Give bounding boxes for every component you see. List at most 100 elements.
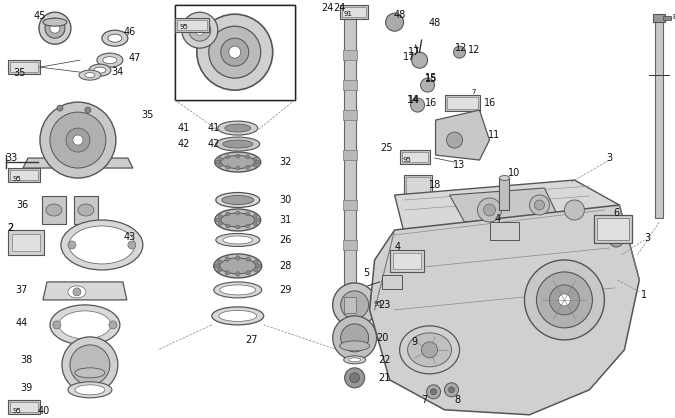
- Text: 28: 28: [279, 261, 292, 271]
- Bar: [489, 222, 520, 240]
- Ellipse shape: [94, 67, 106, 73]
- Text: 42: 42: [178, 139, 190, 149]
- Bar: [447, 97, 477, 109]
- Bar: [175, 18, 209, 32]
- Bar: [370, 295, 400, 309]
- Circle shape: [236, 166, 240, 170]
- Text: 25: 25: [380, 143, 393, 153]
- Circle shape: [85, 107, 91, 113]
- Circle shape: [236, 154, 240, 158]
- Ellipse shape: [85, 73, 95, 78]
- Circle shape: [341, 291, 369, 319]
- Ellipse shape: [108, 34, 122, 42]
- Circle shape: [350, 373, 360, 383]
- Circle shape: [524, 260, 604, 340]
- Bar: [177, 20, 207, 30]
- Bar: [343, 200, 356, 210]
- Ellipse shape: [214, 282, 262, 298]
- Circle shape: [225, 224, 230, 228]
- Text: 16: 16: [483, 98, 495, 108]
- Ellipse shape: [50, 305, 120, 345]
- Bar: [400, 150, 429, 164]
- Circle shape: [421, 78, 435, 92]
- Polygon shape: [395, 180, 620, 235]
- Circle shape: [253, 222, 257, 225]
- Circle shape: [73, 135, 83, 145]
- Text: 43: 43: [124, 232, 136, 242]
- Bar: [342, 7, 366, 17]
- Text: 2: 2: [7, 223, 14, 233]
- Bar: [42, 196, 66, 224]
- Text: 95: 95: [402, 157, 412, 163]
- Text: 34: 34: [112, 67, 124, 77]
- Bar: [404, 175, 431, 215]
- Ellipse shape: [75, 385, 105, 395]
- Text: 41: 41: [178, 123, 190, 133]
- Bar: [175, 5, 295, 100]
- Text: 7: 7: [471, 89, 476, 95]
- Ellipse shape: [103, 57, 117, 64]
- Text: 12: 12: [468, 45, 481, 55]
- Text: 1: 1: [641, 290, 647, 300]
- Circle shape: [558, 294, 570, 306]
- Text: 7: 7: [421, 395, 428, 405]
- Circle shape: [225, 165, 230, 169]
- Circle shape: [410, 98, 425, 112]
- Ellipse shape: [89, 64, 111, 76]
- Text: 14: 14: [408, 95, 421, 105]
- Circle shape: [225, 155, 230, 159]
- Circle shape: [215, 264, 219, 268]
- Circle shape: [225, 257, 230, 261]
- Ellipse shape: [68, 286, 86, 298]
- Bar: [340, 5, 368, 19]
- Bar: [175, 5, 295, 100]
- Text: 16: 16: [425, 98, 437, 108]
- Ellipse shape: [221, 155, 254, 168]
- Bar: [344, 12, 356, 302]
- Circle shape: [246, 257, 250, 261]
- Bar: [597, 218, 629, 240]
- Bar: [500, 178, 510, 210]
- Circle shape: [256, 160, 260, 164]
- Ellipse shape: [220, 258, 256, 274]
- Circle shape: [341, 324, 369, 352]
- Ellipse shape: [75, 368, 105, 378]
- Circle shape: [537, 272, 593, 328]
- Polygon shape: [43, 282, 127, 300]
- Ellipse shape: [221, 213, 254, 227]
- Text: 35: 35: [142, 110, 154, 120]
- Ellipse shape: [218, 121, 258, 135]
- Ellipse shape: [223, 236, 252, 244]
- Bar: [8, 400, 40, 414]
- Circle shape: [236, 225, 240, 229]
- Text: 95: 95: [13, 176, 22, 182]
- Circle shape: [345, 368, 364, 388]
- Text: 14: 14: [406, 95, 418, 105]
- Circle shape: [253, 163, 257, 167]
- Ellipse shape: [79, 70, 101, 80]
- Text: 23: 23: [379, 300, 391, 310]
- Bar: [343, 50, 356, 60]
- Text: 29: 29: [279, 285, 292, 295]
- Ellipse shape: [61, 220, 143, 270]
- Text: 45: 45: [34, 11, 46, 21]
- Circle shape: [217, 260, 222, 264]
- Circle shape: [445, 383, 458, 397]
- Text: 35: 35: [13, 68, 26, 78]
- Ellipse shape: [215, 209, 261, 231]
- Circle shape: [427, 385, 441, 399]
- Circle shape: [216, 218, 220, 222]
- Circle shape: [246, 155, 250, 159]
- Circle shape: [229, 46, 241, 58]
- Text: 21: 21: [379, 373, 391, 383]
- Text: 95: 95: [374, 301, 383, 307]
- Bar: [343, 150, 356, 160]
- Text: 17: 17: [404, 52, 416, 62]
- Circle shape: [535, 200, 545, 210]
- Text: 40: 40: [38, 406, 50, 416]
- Bar: [393, 253, 421, 269]
- Text: 41: 41: [207, 123, 220, 133]
- Ellipse shape: [225, 124, 250, 132]
- Bar: [381, 275, 402, 289]
- Circle shape: [246, 271, 250, 275]
